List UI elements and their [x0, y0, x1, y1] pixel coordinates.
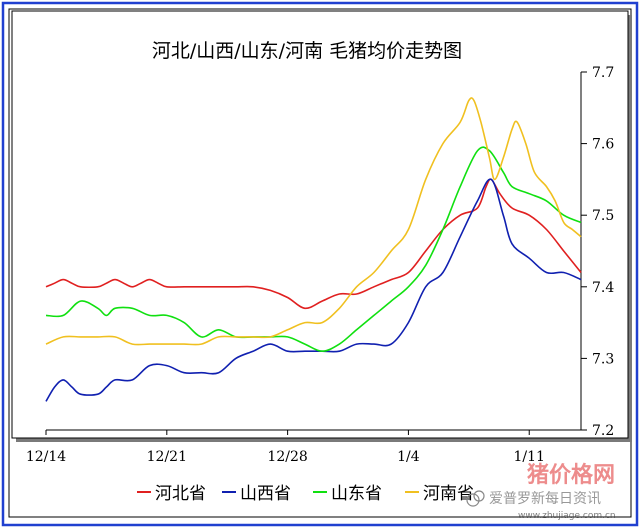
watermark-url: www.zhujiage.com.cn: [518, 511, 616, 521]
y-tick-label: 7.3: [592, 351, 614, 367]
wechat-icon: [466, 493, 480, 507]
x-tick-label: 12/14: [26, 449, 66, 465]
watermark: 猪价格网 爱普罗新每日资讯 www.zhujiage.com.cn: [466, 462, 616, 521]
y-tick-label: 7.5: [592, 208, 614, 224]
plot-box: [11, 10, 629, 439]
x-tick-label: 1/4: [397, 449, 420, 465]
series-line-4: [45, 97, 582, 346]
wechat-icon-bubble: [473, 490, 485, 502]
legend-label: 河南省: [423, 484, 474, 504]
y-tick-label: 7.2: [592, 423, 614, 439]
legend-label: 山西省: [240, 484, 291, 504]
y-axis-ticks: 7.2 7.3 7.4 7.5 7.6 7.7: [581, 65, 614, 439]
series-line-3: [45, 146, 582, 352]
series-layer: [45, 97, 582, 402]
y-tick-label: 7.7: [592, 65, 614, 81]
x-tick-label: 1/11: [513, 449, 544, 465]
watermark-caption: 爱普罗新每日资讯: [489, 491, 601, 507]
x-tick-label: 12/28: [267, 449, 307, 465]
y-tick-label: 7.6: [592, 137, 614, 153]
x-axis-ticks: 12/14 12/21 12/28 1/4 1/11: [26, 430, 545, 465]
series-line-2: [45, 178, 582, 402]
legend-label: 河北省: [155, 484, 206, 504]
legend-label: 山东省: [331, 484, 382, 504]
watermark-brand: 猪价格网: [527, 462, 615, 488]
legend: 河北省 山西省 山东省 河南省: [137, 484, 474, 504]
y-tick-label: 7.4: [592, 280, 614, 296]
chart-title: 河北/山西/山东/河南 毛猪均价走势图: [152, 40, 462, 62]
x-tick-label: 12/21: [147, 449, 187, 465]
